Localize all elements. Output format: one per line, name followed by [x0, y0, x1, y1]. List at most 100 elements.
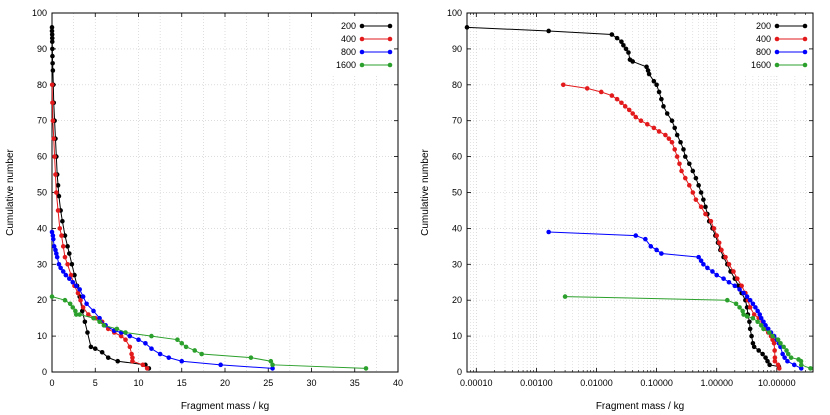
data-point — [69, 262, 75, 267]
data-point — [59, 233, 64, 238]
data-point — [54, 254, 60, 260]
data-point — [750, 301, 756, 307]
data-point — [50, 60, 55, 66]
legend-marker — [774, 23, 780, 29]
legend-marker — [387, 49, 393, 55]
data-point — [761, 319, 766, 325]
x-tick-label: 15 — [177, 378, 187, 388]
series-800 — [49, 229, 275, 371]
data-point — [731, 269, 736, 274]
x-tick-label: 10 — [133, 378, 143, 388]
data-point — [719, 247, 724, 253]
legend-marker — [774, 62, 780, 68]
data-point — [711, 226, 717, 231]
legend-label: 800 — [341, 47, 356, 57]
data-point — [741, 290, 746, 296]
data-point — [687, 183, 692, 188]
data-point — [144, 366, 150, 371]
data-point — [183, 344, 189, 350]
data-point — [546, 28, 551, 34]
data-point — [99, 349, 105, 355]
data-point — [682, 154, 688, 159]
x-tick-label: 35 — [350, 378, 360, 388]
data-point — [49, 229, 55, 235]
data-point — [78, 297, 83, 303]
data-point — [756, 348, 762, 353]
data-point — [464, 25, 470, 30]
data-point — [770, 337, 775, 342]
data-point — [687, 161, 692, 167]
legend-marker — [802, 36, 808, 42]
data-point — [726, 262, 732, 267]
data-point — [118, 333, 124, 339]
data-point — [73, 312, 79, 317]
x-tick-label: 0.00100 — [520, 378, 553, 388]
y-tick-label: 30 — [452, 259, 462, 269]
data-point — [760, 351, 765, 357]
data-point — [678, 139, 683, 145]
data-point — [701, 262, 706, 267]
series-200 — [464, 25, 782, 369]
data-point — [785, 351, 791, 357]
data-point — [638, 118, 644, 123]
data-point — [698, 190, 704, 195]
data-point — [765, 326, 771, 332]
y-tick-label: 90 — [452, 44, 462, 54]
data-point — [129, 351, 134, 357]
data-point — [744, 294, 750, 299]
data-point — [67, 276, 72, 281]
y-tick-label: 10 — [37, 331, 47, 341]
data-point — [772, 355, 778, 360]
data-point — [97, 315, 102, 321]
legend-label: 400 — [756, 34, 771, 44]
data-point — [268, 358, 274, 364]
data-point — [149, 346, 154, 351]
data-point — [659, 251, 664, 256]
series-400 — [49, 82, 150, 371]
y-tick-label: 0 — [42, 367, 47, 377]
x-tick-label: 10.00000 — [758, 378, 796, 388]
data-point — [767, 362, 772, 368]
data-point — [708, 218, 714, 224]
legend-marker — [387, 62, 393, 68]
data-point — [630, 59, 635, 64]
data-point — [62, 233, 68, 238]
data-point — [49, 82, 55, 88]
data-point — [49, 294, 55, 299]
y-tick-label: 100 — [447, 8, 462, 18]
data-point — [51, 244, 57, 249]
data-point — [101, 323, 107, 328]
y-axis-label: Cumulative number — [420, 148, 431, 235]
data-point — [621, 43, 626, 48]
data-point — [82, 319, 88, 325]
data-point — [725, 297, 730, 303]
x-tick-label: 0.10000 — [640, 378, 673, 388]
legend-label: 200 — [756, 21, 771, 31]
data-point — [65, 262, 70, 267]
data-point — [73, 283, 79, 289]
data-point — [710, 269, 715, 274]
data-point — [49, 35, 55, 41]
data-point — [123, 330, 128, 335]
data-point — [77, 287, 82, 292]
data-point — [747, 297, 753, 303]
data-point — [714, 233, 720, 238]
data-point — [674, 154, 680, 159]
data-point — [669, 139, 675, 145]
data-point — [560, 82, 566, 88]
legend-marker — [802, 49, 808, 55]
data-point — [755, 308, 760, 314]
legend-marker — [774, 36, 780, 42]
legend-label: 1600 — [751, 60, 771, 70]
data-point — [654, 247, 659, 253]
data-point — [143, 340, 148, 346]
x-tick-label: 20 — [220, 378, 230, 388]
data-point — [758, 323, 764, 328]
data-point — [55, 183, 61, 188]
data-point — [663, 132, 668, 138]
data-point — [114, 326, 120, 332]
data-point — [788, 355, 794, 360]
data-point — [772, 348, 777, 353]
data-point — [644, 64, 649, 70]
